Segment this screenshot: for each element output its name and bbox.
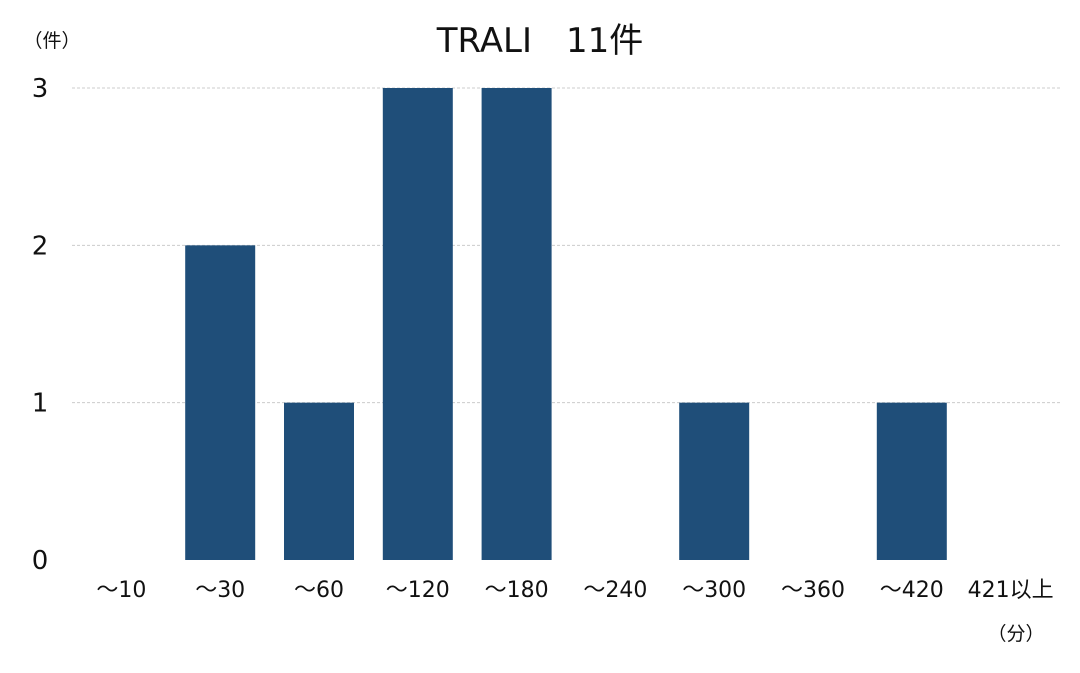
bars (185, 88, 947, 561)
x-tick-label: ～30 (195, 578, 245, 603)
x-tick-label: ～240 (583, 578, 647, 603)
bar-6 (679, 402, 750, 560)
chart-title: TRALI 11件 (436, 21, 644, 61)
x-tick-label: 421以上 (968, 578, 1054, 603)
bar-4 (481, 88, 552, 560)
x-tick-label: ～180 (485, 578, 549, 603)
y-tick-label: 1 (32, 389, 49, 419)
x-tick-label: ～300 (682, 578, 746, 603)
x-axis-unit-label: （分） (987, 623, 1044, 645)
y-tick-label: 0 (32, 546, 49, 576)
bar-3 (382, 88, 453, 560)
x-tick-label: ～360 (781, 578, 845, 603)
y-tick-label: 3 (32, 74, 49, 104)
x-tick-label: ～420 (880, 578, 944, 603)
bar-2 (284, 402, 354, 560)
y-tick-label: 2 (32, 231, 49, 261)
y-axis-unit-label: （件） (23, 30, 80, 52)
y-axis-ticks: 0 1 2 3 (32, 74, 49, 576)
x-tick-label: ～60 (294, 578, 344, 603)
x-axis-ticks: ～10 ～30 ～60 ～120 ～180 ～240 ～300 ～360 ～420 421以上 (96, 578, 1053, 603)
x-tick-label: ～10 (96, 578, 146, 603)
x-tick-label: ～120 (386, 578, 450, 603)
bar-8 (876, 402, 947, 560)
bar-1 (185, 245, 256, 561)
